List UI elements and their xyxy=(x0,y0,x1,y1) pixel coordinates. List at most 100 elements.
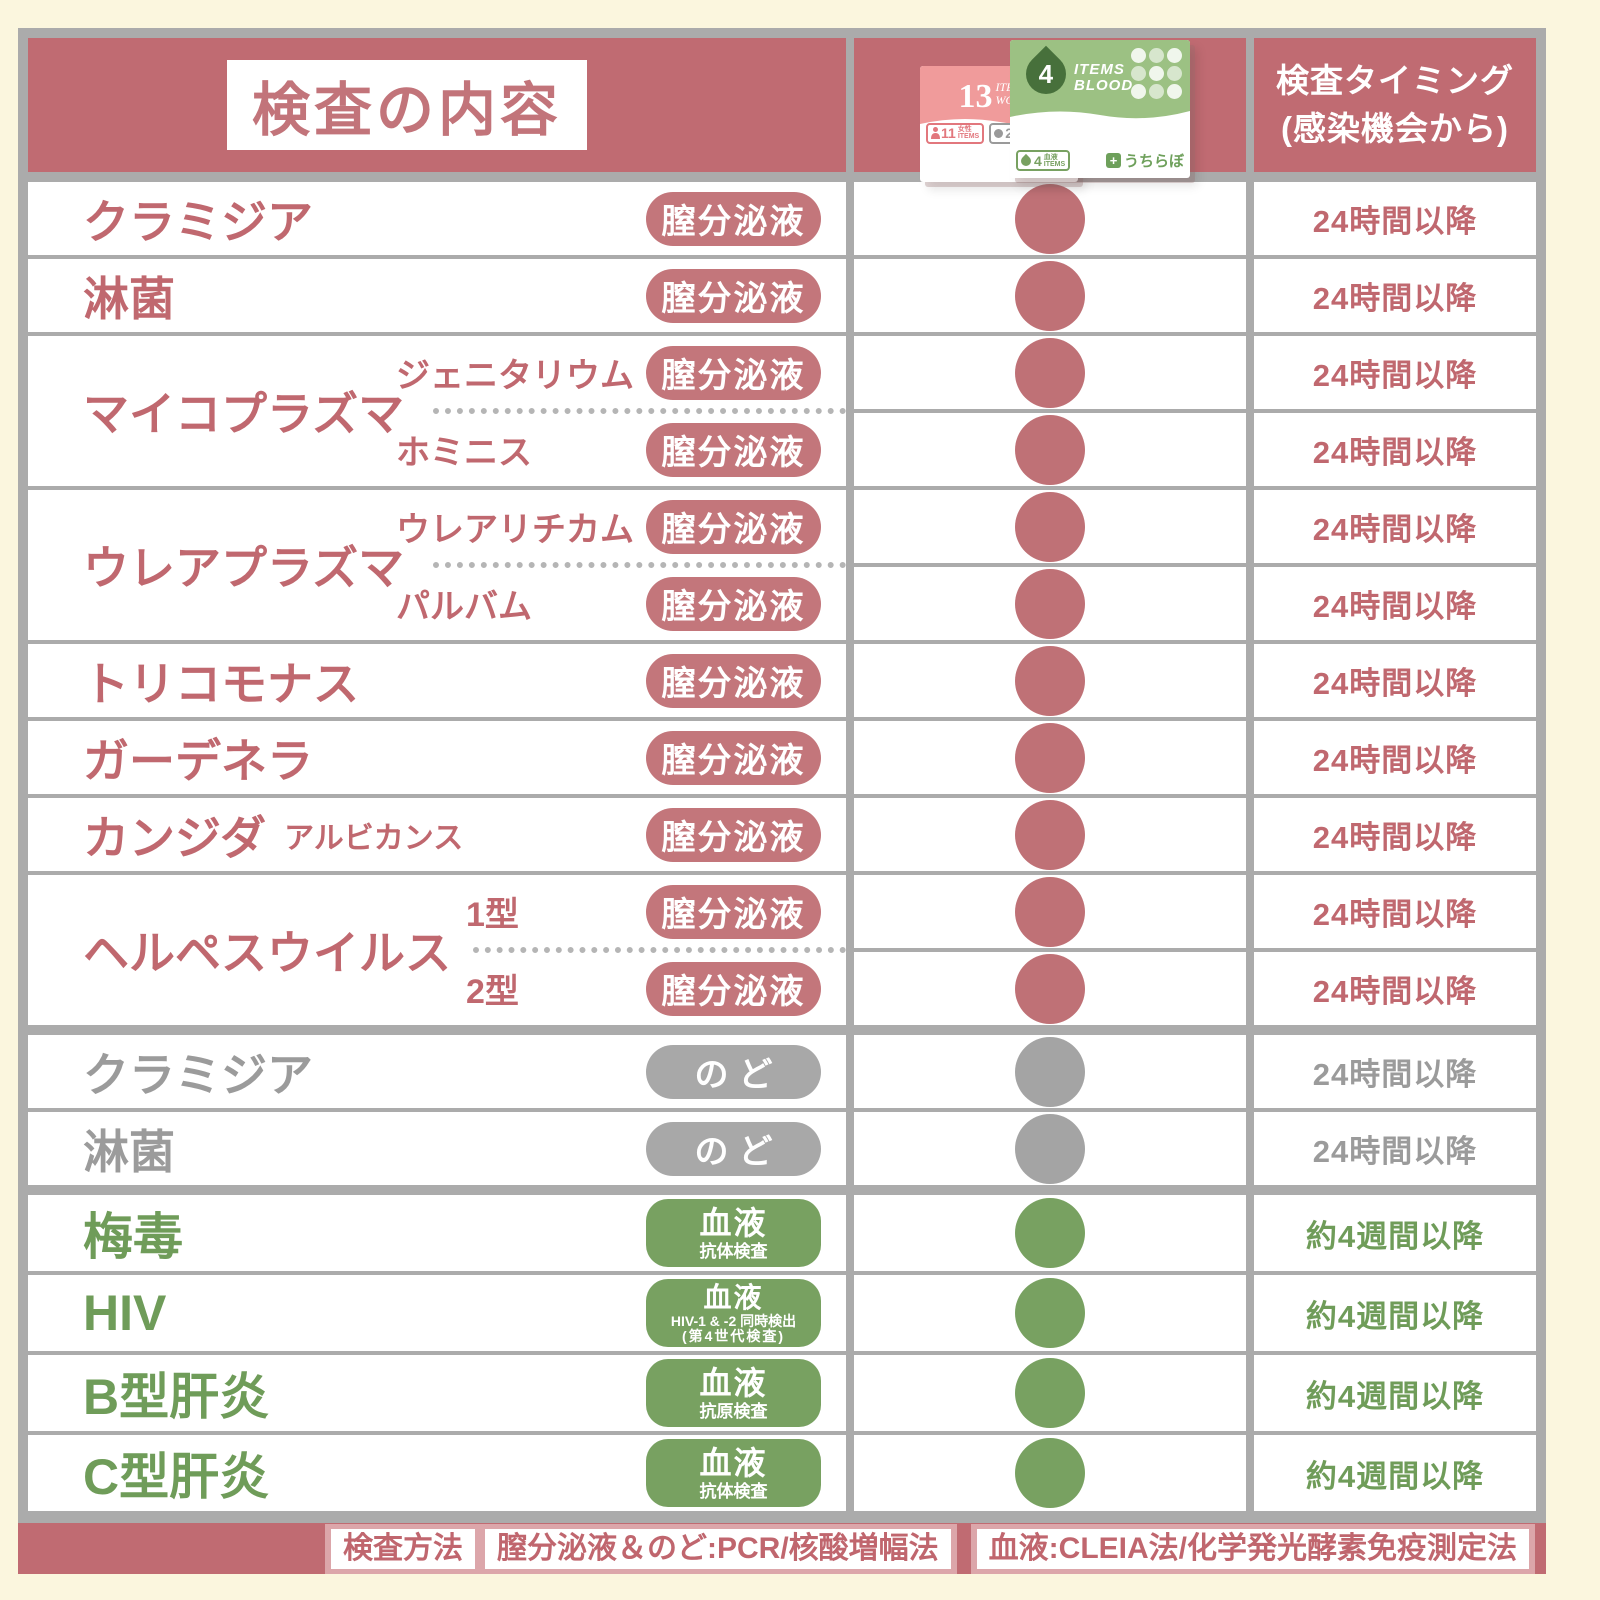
test-name-cell: 梅毒 血液 抗体検査 xyxy=(28,1195,846,1271)
kit-coverage-cell xyxy=(854,182,1246,255)
kit-coverage-cell xyxy=(854,567,1246,640)
sample-badge-sub: HIV-1 & -2 同時検出 xyxy=(670,1312,797,1329)
timing-value: 約4週間以降 xyxy=(1305,1298,1485,1334)
header-title-cell: 検査の内容 xyxy=(28,38,846,172)
sample-badge: 膣分泌液 xyxy=(646,576,821,631)
blood-items-count: 4 xyxy=(1034,152,1042,169)
women-items-count: 11 xyxy=(941,125,956,141)
wave-decoration xyxy=(1010,111,1190,122)
test-name-cell: C型肝炎 血液 抗体検査 xyxy=(28,1435,846,1511)
sample-badge-main: 血液 xyxy=(699,1444,768,1481)
test-name-cell: クラミジア のど xyxy=(28,1035,846,1108)
disease-name: ガーデネラ xyxy=(83,734,313,787)
included-dot xyxy=(1015,799,1085,870)
disease-subname: アルビカンス xyxy=(284,821,464,855)
test-name-cell: B型肝炎 血液 抗原検査 xyxy=(28,1355,846,1431)
table-group-ureaplasma: ウレアプラズマ ウレアリチカム 膣分泌液 パルバム 膣分泌液 24時間以降 24… xyxy=(28,490,1536,640)
women-items-badge: 11 女性 ITEMS xyxy=(926,122,985,144)
table-row-gardnerella: ガーデネラ 膣分泌液 24時間以降 xyxy=(28,721,1536,794)
included-dot xyxy=(1015,953,1085,1024)
green-box-type-label: BLOOD xyxy=(1074,77,1134,94)
test-name-cell: ヘルペスウイルス 1型 膣分泌液 2型 膣分泌液 xyxy=(28,875,846,1025)
subtype-label: 1型 xyxy=(466,896,519,934)
kit-coverage-cell xyxy=(854,1112,1246,1185)
brand-name: うちらぼ xyxy=(1123,153,1184,170)
test-name-cell: カンジダ アルビカンス 膣分泌液 xyxy=(28,798,846,871)
included-dot xyxy=(1015,491,1085,562)
page-title: 検査の内容 xyxy=(227,60,587,150)
test-name-cell: 淋菌 のど xyxy=(28,1112,846,1185)
disease-name: ヘルペスウイルス xyxy=(83,927,451,979)
timing-value: 24時間以降 xyxy=(1312,1057,1478,1092)
timing-cell: 24時間以降 xyxy=(1254,1035,1536,1108)
table-row-chlamydia: クラミジア 膣分泌液 24時間以降 xyxy=(28,182,1536,255)
subtype-label: パルバム xyxy=(396,588,532,626)
disease-name: 淋菌 xyxy=(83,1125,175,1178)
included-dot xyxy=(1015,260,1085,331)
included-dot xyxy=(1015,1113,1085,1184)
sample-badge: 血液 抗原検査 xyxy=(646,1359,821,1427)
green-box-art: 4 ITEMS BLOOD xyxy=(1010,40,1190,122)
timing-cell: 24時間以降 xyxy=(1254,490,1536,563)
women-items-tag: 女性 xyxy=(957,126,972,133)
green-box-title: ITEMS BLOOD xyxy=(1074,62,1133,94)
timing-value: 24時間以降 xyxy=(1312,666,1478,701)
included-dot xyxy=(1015,645,1085,716)
included-dot xyxy=(1015,183,1085,254)
table-row-candida: カンジダ アルビカンス 膣分泌液 24時間以降 xyxy=(28,798,1536,871)
timing-header-line1: 検査タイミング xyxy=(1276,62,1514,99)
disease-name: B型肝炎 xyxy=(83,1369,270,1425)
kit-coverage-cell xyxy=(854,1435,1246,1511)
green-box-count: 4 xyxy=(1038,58,1054,89)
sample-badge: 膣分泌液 xyxy=(646,499,821,554)
footer-methods-bar: 検査方法 膣分泌液＆のど:PCR/核酸増幅法 血液:CLEIA法/化学発光酵素免… xyxy=(18,1523,1546,1574)
sample-badge: 膣分泌液 xyxy=(646,653,821,708)
timing-cell: 24時間以降 xyxy=(1254,952,1536,1025)
brand-logo-green: + うちらぼ xyxy=(1105,150,1184,171)
sample-badge: 膣分泌液 xyxy=(646,191,821,246)
sample-badge-sub: 抗原検査 xyxy=(699,1401,768,1421)
section-throat-tests: クラミジア のど 24時間以降 淋菌 のど 24時間以降 xyxy=(28,1035,1536,1185)
timing-cell: 24時間以降 xyxy=(1254,182,1536,255)
disease-name: マイコプラズマ xyxy=(83,388,405,440)
kit-coverage-cell xyxy=(854,644,1246,717)
disease-name: 淋菌 xyxy=(83,272,175,325)
timing-cell: 24時間以降 xyxy=(1254,1112,1536,1185)
test-table: 検査の内容 13ITEMSWOMEN 11 xyxy=(18,28,1546,1574)
timing-cell: 約4週間以降 xyxy=(1254,1435,1536,1511)
timing-header-line2: (感染機会から) xyxy=(1281,110,1509,147)
kit-box-4items-blood: 4 ITEMS BLOOD 4 xyxy=(1010,40,1190,178)
disease-name: クラミジア xyxy=(83,195,313,248)
person-icon xyxy=(931,127,940,139)
test-name-cell: HIV 血液 HIV-1 & -2 同時検出 (第4世代検査) xyxy=(28,1275,846,1351)
sample-badge-sub: 抗体検査 xyxy=(699,1481,768,1501)
dotted-divider xyxy=(473,947,846,953)
kit-coverage-cell xyxy=(854,1035,1246,1108)
medical-cross-icon: + xyxy=(1105,153,1121,168)
table-row-hiv: HIV 血液 HIV-1 & -2 同時検出 (第4世代検査) 約4週間以降 xyxy=(28,1275,1536,1351)
included-dot xyxy=(1015,1198,1085,1268)
method-blood: 血液:CLEIA法/化学発光酵素免疫測定法 xyxy=(976,1528,1529,1569)
sample-badge: 膣分泌液 xyxy=(646,345,821,400)
blood-items-badge: 4 血液 ITEMS xyxy=(1016,150,1071,171)
kit-coverage-cell xyxy=(854,259,1246,332)
timing-cell: 24時間以降 xyxy=(1254,721,1536,794)
timing-value: 24時間以降 xyxy=(1312,1134,1478,1169)
pathogen-icon-grid xyxy=(1131,48,1182,99)
kit-coverage-cell xyxy=(854,721,1246,794)
timing-value: 24時間以降 xyxy=(1312,281,1478,316)
timing-value: 24時間以降 xyxy=(1312,743,1478,778)
subtype-row: ジェニタリウム 膣分泌液 xyxy=(396,336,821,409)
sample-badge: 膣分泌液 xyxy=(646,268,821,323)
table-header: 検査の内容 13ITEMSWOMEN 11 xyxy=(28,38,1536,182)
subtype-row: ウレアリチカム 膣分泌液 xyxy=(396,490,821,563)
test-name-cell: トリコモナス 膣分泌液 xyxy=(28,644,846,717)
disease-name: ウレアプラズマ xyxy=(83,542,405,594)
table-row-gonorrhea: 淋菌 膣分泌液 24時間以降 xyxy=(28,259,1536,332)
included-dot xyxy=(1015,337,1085,408)
table-group-mycoplasma: マイコプラズマ ジェニタリウム 膣分泌液 ホミニス 膣分泌液 24時間以降 24… xyxy=(28,336,1536,486)
timing-cell: 約4週間以降 xyxy=(1254,1355,1536,1431)
table-row-hepatitis-b: B型肝炎 血液 抗原検査 約4週間以降 xyxy=(28,1355,1536,1431)
throat-items-count: 2 xyxy=(1005,125,1013,141)
included-dot xyxy=(1015,1438,1085,1508)
